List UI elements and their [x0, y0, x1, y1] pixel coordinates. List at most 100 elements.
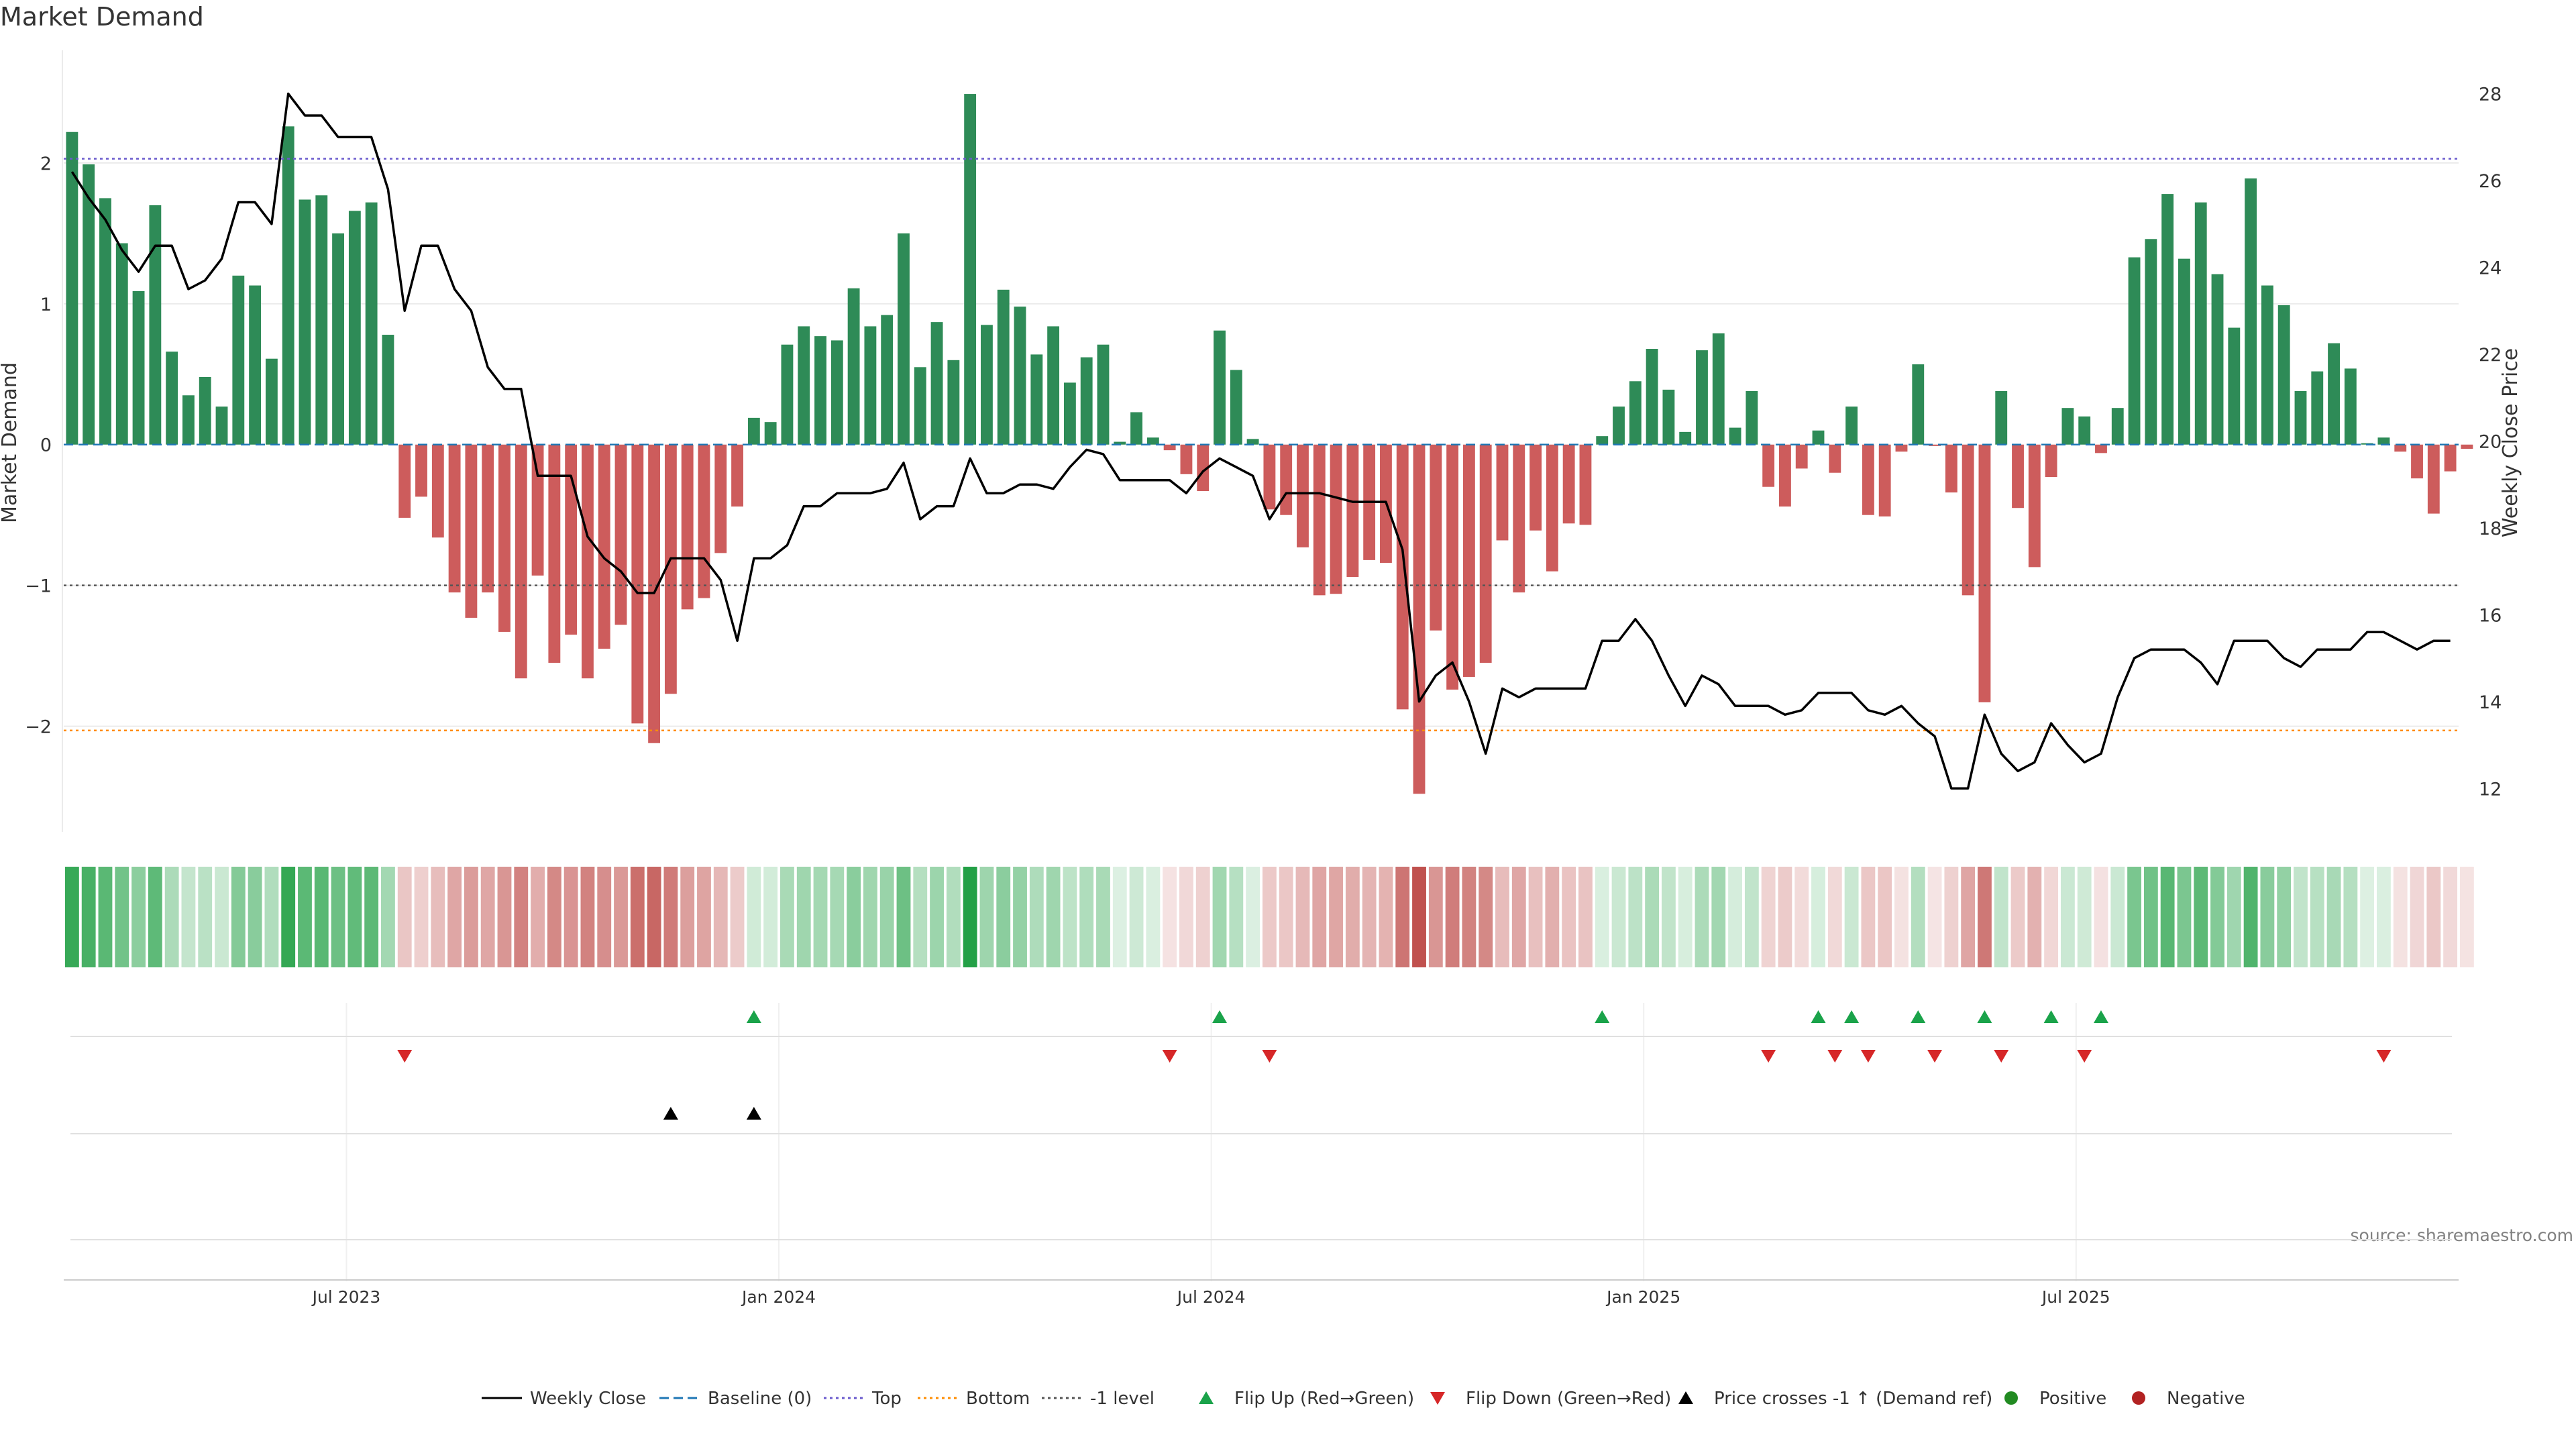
negative-demand-bar	[681, 444, 694, 610]
negative-demand-bar	[431, 444, 444, 538]
heat-strip-cell	[1329, 867, 1343, 967]
heat-strip-cell	[2243, 867, 2258, 967]
heat-strip-cell	[1844, 867, 1859, 967]
positive-demand-bar	[1912, 364, 1925, 445]
heat-strip-cell	[1528, 867, 1543, 967]
negative-demand-bar	[531, 444, 544, 576]
negative-demand-bar	[2461, 444, 2473, 449]
negative-demand-bar	[415, 444, 427, 497]
legend-item: Negative	[2132, 1389, 2245, 1409]
legend-swatch	[1199, 1391, 1214, 1404]
heat-strip-cell	[298, 867, 312, 967]
heat-strip-cell	[2260, 867, 2275, 967]
heat-strip-cell	[314, 867, 329, 967]
negative-demand-bar	[515, 444, 527, 679]
heat-strip-cell	[2360, 867, 2375, 967]
negative-demand-bar	[2045, 444, 2057, 478]
y2-axis-label: Weekly Close Price	[2499, 348, 2522, 537]
heat-strip-cell	[1279, 867, 1293, 967]
heat-strip-cell	[1495, 867, 1509, 967]
heat-strip-cell	[830, 867, 845, 967]
positive-demand-bar	[2277, 305, 2290, 445]
heat-strip-cell	[1595, 867, 1609, 967]
heat-strip-cell	[480, 867, 495, 967]
heat-strip-cell	[1744, 867, 1759, 967]
positive-demand-bar	[1214, 330, 1226, 445]
negative-demand-bar	[2444, 444, 2457, 472]
flip-down-marker	[1761, 1050, 1776, 1063]
heat-strip-cell	[930, 867, 944, 967]
positive-demand-bar	[914, 367, 926, 445]
positive-demand-bar	[265, 358, 278, 445]
heat-strip-cell	[1545, 867, 1560, 967]
y2-tick-label: 20	[2479, 432, 2502, 453]
flip-up-marker	[1844, 1010, 1860, 1023]
positive-demand-bar	[1080, 357, 1093, 445]
heat-strip-cell	[697, 867, 711, 967]
negative-demand-bar	[1895, 444, 1908, 452]
flip-up-marker	[1595, 1010, 1610, 1023]
positive-demand-bar	[1063, 382, 1076, 445]
negative-demand-bar	[1878, 444, 1891, 517]
heat-strip-cell	[2160, 867, 2175, 967]
negative-demand-bar	[1829, 444, 1841, 473]
heat-strip-cell	[2127, 867, 2141, 967]
heat-strip-cell	[2343, 867, 2358, 967]
positive-demand-bar	[332, 233, 344, 445]
heat-strip-cell	[1295, 867, 1310, 967]
heat-strip-cell	[497, 867, 512, 967]
positive-demand-bar	[1712, 333, 1725, 445]
flip-down-marker	[1927, 1050, 1943, 1063]
flip-up-marker	[2093, 1010, 2108, 1023]
heat-strip-cell	[131, 867, 146, 967]
legend-swatch	[2132, 1391, 2145, 1405]
negative-demand-bar	[598, 444, 610, 649]
heat-strip-cell	[680, 867, 695, 967]
positive-demand-bar	[747, 417, 760, 445]
heat-strip-cell	[796, 867, 811, 967]
positive-demand-bar	[898, 233, 910, 445]
event-rows	[70, 1003, 2452, 1281]
heat-strip-cell	[1462, 867, 1477, 967]
positive-demand-bar	[2178, 258, 2190, 445]
legend-label: Negative	[2167, 1389, 2245, 1409]
heat-strip-cell	[547, 867, 561, 967]
heat-strip-cell	[1911, 867, 1925, 967]
legend-label: Weekly Close	[530, 1389, 646, 1409]
y-tick-label: −2	[25, 717, 52, 738]
heat-strip-cell	[1246, 867, 1260, 967]
negative-demand-bar	[1929, 444, 1941, 446]
negative-demand-bar	[548, 444, 561, 663]
positive-demand-bar	[2161, 194, 2174, 445]
negative-demand-bar	[1346, 444, 1359, 578]
positive-demand-bar	[215, 407, 228, 445]
heat-strip-cell	[1146, 867, 1161, 967]
heat-strip-cell	[1112, 867, 1127, 967]
heat-strip-cell	[763, 867, 778, 967]
heat-strip-cell	[647, 867, 661, 967]
legend-label: -1 level	[1090, 1389, 1155, 1409]
positive-demand-bar	[166, 352, 178, 445]
negative-demand-bar	[1313, 444, 1326, 596]
heat-strip-cell	[514, 867, 529, 967]
heat-strip-cell	[364, 867, 379, 967]
heat-strip-cell	[2410, 867, 2424, 967]
flip-down-marker	[1262, 1050, 1277, 1063]
legend-swatch	[2004, 1391, 2018, 1405]
heat-strip-cell	[1428, 867, 1443, 967]
negative-demand-bar	[1579, 444, 1592, 525]
heat-strip-cell	[713, 867, 728, 967]
heat-strip-cell	[181, 867, 196, 967]
heat-strip-cell	[847, 867, 861, 967]
negative-demand-bar	[1413, 444, 1426, 794]
negative-demand-bar	[1795, 444, 1808, 469]
heat-strip-cell	[1978, 867, 1992, 967]
negative-demand-bar	[398, 444, 411, 518]
flip-up-marker	[1212, 1010, 1228, 1023]
negative-demand-bar	[1978, 444, 1991, 702]
flip-down-marker	[1162, 1050, 1177, 1063]
positive-demand-bar	[2344, 368, 2357, 445]
y2-tick-label: 18	[2479, 519, 2502, 539]
heat-strip-cell	[1362, 867, 1377, 967]
